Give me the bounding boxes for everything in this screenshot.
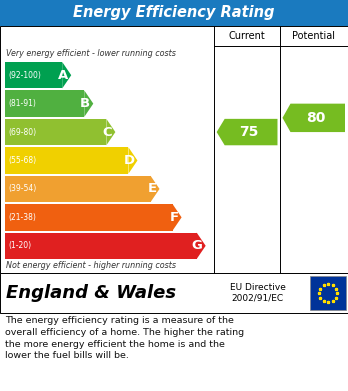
Polygon shape	[128, 147, 137, 174]
Polygon shape	[197, 233, 206, 259]
Bar	[310, 276, 346, 310]
Polygon shape	[283, 104, 345, 132]
Polygon shape	[106, 119, 116, 145]
Polygon shape	[62, 62, 71, 88]
Text: C: C	[103, 126, 112, 138]
Bar	[5, 233, 197, 259]
Text: (69-80): (69-80)	[8, 127, 36, 136]
Bar	[5, 90, 84, 117]
Text: 80: 80	[306, 111, 325, 125]
Polygon shape	[84, 90, 93, 117]
Text: The energy efficiency rating is a measure of the
overall efficiency of a home. T: The energy efficiency rating is a measur…	[5, 316, 244, 361]
Polygon shape	[217, 119, 277, 145]
Text: G: G	[192, 239, 203, 252]
Text: (92-100): (92-100)	[8, 71, 41, 80]
Bar	[5, 62, 62, 88]
Text: F: F	[169, 211, 179, 224]
Text: (81-91): (81-91)	[8, 99, 36, 108]
Bar	[0, 0, 348, 26]
Bar	[0, 273, 348, 313]
Text: 75: 75	[239, 125, 259, 139]
Text: A: A	[58, 69, 68, 82]
Text: Energy Efficiency Rating: Energy Efficiency Rating	[73, 5, 275, 20]
Bar	[5, 204, 173, 231]
Text: E: E	[148, 183, 157, 196]
Bar	[0, 26, 348, 273]
Text: Very energy efficient - lower running costs: Very energy efficient - lower running co…	[6, 48, 176, 57]
Text: England & Wales: England & Wales	[6, 284, 176, 302]
Bar	[5, 147, 128, 174]
Text: Not energy efficient - higher running costs: Not energy efficient - higher running co…	[6, 262, 176, 271]
Text: D: D	[123, 154, 134, 167]
Polygon shape	[151, 176, 159, 202]
Text: Current: Current	[229, 31, 266, 41]
Bar	[5, 119, 106, 145]
Text: (39-54): (39-54)	[8, 185, 36, 194]
Text: Potential: Potential	[292, 31, 335, 41]
Text: (1-20): (1-20)	[8, 241, 31, 250]
Text: (55-68): (55-68)	[8, 156, 36, 165]
Text: B: B	[80, 97, 90, 110]
Text: (21-38): (21-38)	[8, 213, 36, 222]
Text: EU Directive
2002/91/EC: EU Directive 2002/91/EC	[230, 283, 286, 303]
Bar	[5, 176, 151, 202]
Polygon shape	[173, 204, 182, 231]
